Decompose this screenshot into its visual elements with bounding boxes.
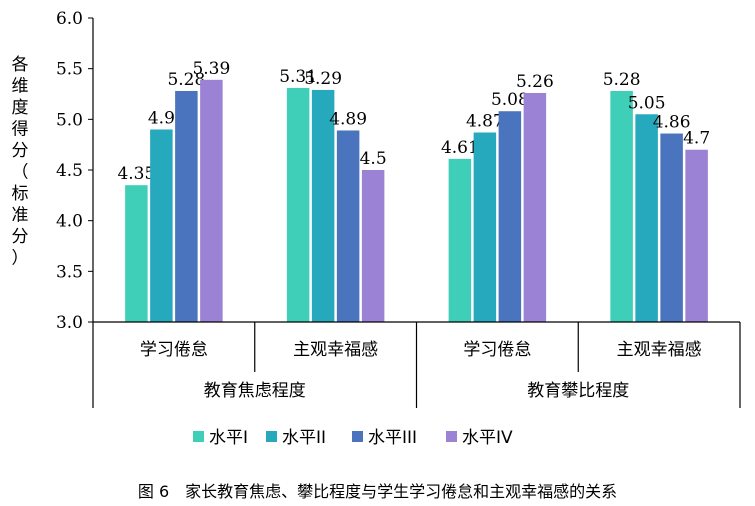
bar (175, 90, 198, 323)
category-label: 主观幸福感 (617, 340, 702, 360)
legend-swatch (446, 431, 457, 442)
legend-label: 水平II (282, 428, 326, 448)
data-label: 5.31 (279, 67, 317, 87)
bar-chart: 3.0 3.5 4.0 4.5 5.0 5.5 6.0 各维度得分（标准分） 4.35 4.9 5.… (12, 9, 741, 448)
y-tick-label: 3.5 (56, 262, 83, 282)
legend-label: 水平IV (462, 428, 513, 448)
data-label: 4.5 (360, 149, 387, 169)
data-label: 4.89 (329, 109, 367, 129)
bar (685, 149, 708, 322)
data-label: 4.61 (441, 138, 479, 158)
bar (125, 185, 148, 322)
data-label: 5.26 (516, 72, 554, 92)
bar (660, 133, 683, 322)
data-label: 5.39 (192, 59, 230, 79)
y-tick-label: 6.0 (56, 9, 83, 29)
bar (523, 92, 547, 322)
legend-swatch (266, 431, 277, 442)
bar (200, 79, 223, 323)
data-label: 4.86 (653, 113, 691, 133)
bar (286, 87, 310, 322)
y-tick-label: 4.5 (56, 161, 83, 181)
group-label: 教育焦虑程度 (204, 381, 306, 401)
bar (473, 132, 497, 322)
legend-swatch (193, 431, 204, 442)
bar (635, 114, 658, 323)
bar (361, 170, 385, 322)
bar (448, 158, 472, 322)
bar (610, 90, 633, 323)
data-label: 5.05 (628, 93, 666, 113)
category-label: 学习倦怠 (140, 340, 208, 360)
y-tick-label: 3.0 (56, 313, 83, 333)
data-label: 5.08 (491, 90, 529, 110)
data-label: 5.28 (167, 70, 205, 90)
y-tick-label: 4.0 (56, 212, 83, 232)
y-tick-label: 5.0 (56, 110, 83, 130)
category-label: 主观幸福感 (293, 340, 378, 360)
bar (150, 129, 173, 322)
data-label: 5.29 (304, 69, 342, 89)
group-label: 教育攀比程度 (527, 381, 629, 401)
category-label: 学习倦怠 (463, 340, 531, 360)
legend-swatch (352, 431, 363, 442)
y-tick-label: 5.5 (56, 60, 83, 80)
data-label: 4.9 (148, 108, 175, 128)
data-label: 4.87 (466, 112, 504, 132)
bar (336, 130, 360, 322)
bar (311, 89, 335, 323)
data-label: 4.7 (683, 129, 710, 149)
data-label: 5.28 (603, 70, 641, 90)
y-axis-label: 各维度得分（标准分） (12, 55, 29, 269)
legend-label: 水平I (209, 428, 248, 448)
legend-label: 水平III (368, 428, 417, 448)
data-label: 4.35 (117, 164, 155, 184)
figure-caption: 图 6 家长教育焦虑、攀比程度与学生学习倦怠和主观幸福感的关系 (137, 482, 618, 501)
bar (498, 111, 522, 322)
